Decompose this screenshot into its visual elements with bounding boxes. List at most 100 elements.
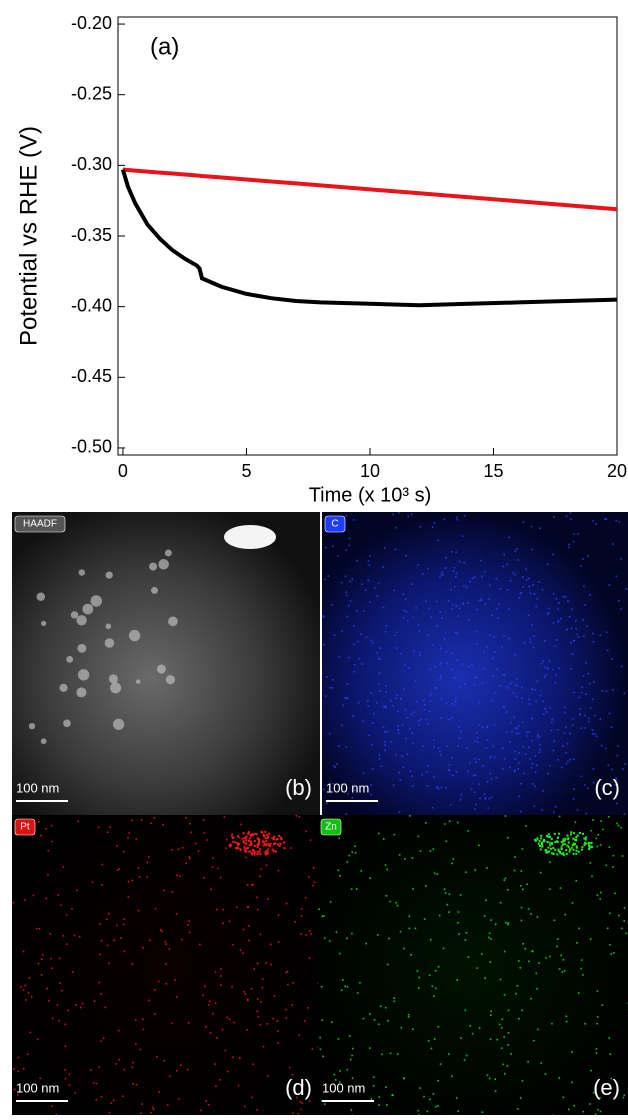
signal-dot	[618, 915, 620, 917]
signal-dot	[607, 927, 609, 929]
signal-dot	[412, 743, 414, 745]
signal-dot	[526, 883, 528, 885]
signal-dot	[33, 895, 35, 897]
signal-dot	[59, 982, 61, 984]
signal-dot	[578, 992, 580, 994]
signal-dot	[427, 723, 429, 725]
signal-dot	[399, 854, 401, 856]
signal-dot	[549, 660, 551, 662]
signal-dot	[278, 914, 280, 916]
signal-dot	[258, 843, 260, 845]
signal-dot	[178, 1098, 180, 1100]
signal-dot	[613, 952, 615, 954]
signal-dot	[507, 837, 509, 839]
signal-dot	[435, 970, 437, 972]
signal-dot	[589, 594, 591, 596]
signal-dot	[460, 799, 462, 801]
signal-dot	[588, 673, 590, 675]
signal-dot	[579, 697, 581, 699]
signal-dot	[620, 827, 622, 829]
signal-dot	[385, 691, 387, 693]
signal-dot	[540, 695, 542, 697]
signal-dot	[351, 851, 353, 853]
signal-dot	[593, 768, 595, 770]
signal-dot	[611, 726, 613, 728]
signal-dot	[537, 916, 539, 918]
signal-dot	[467, 771, 469, 773]
signal-dot	[124, 951, 126, 953]
signal-dot	[520, 811, 522, 813]
signal-dot	[522, 848, 524, 850]
signal-dot	[20, 986, 22, 988]
signal-dot	[254, 854, 256, 856]
signal-dot	[41, 958, 43, 960]
signal-dot	[590, 862, 592, 864]
signal-dot	[571, 1082, 573, 1084]
signal-dot	[527, 1061, 529, 1063]
signal-dot	[433, 1093, 435, 1095]
signal-dot	[420, 850, 422, 852]
signal-dot	[452, 774, 454, 776]
signal-dot	[154, 989, 156, 991]
signal-dot	[547, 564, 549, 566]
signal-dot	[149, 939, 151, 941]
signal-dot	[434, 873, 436, 875]
signal-dot	[497, 617, 499, 619]
signal-dot	[345, 697, 347, 699]
signal-dot	[621, 666, 623, 668]
signal-dot	[510, 1053, 512, 1055]
signal-dot	[132, 1062, 134, 1064]
signal-dot	[413, 711, 415, 713]
scale-label: 100 nm	[16, 1080, 59, 1095]
signal-dot	[189, 932, 191, 934]
signal-dot	[529, 731, 531, 733]
signal-dot	[331, 604, 333, 606]
particle	[29, 723, 35, 729]
signal-dot	[244, 846, 246, 848]
signal-dot	[547, 847, 549, 849]
signal-dot	[339, 838, 341, 840]
signal-dot	[471, 788, 473, 790]
signal-dot	[251, 884, 253, 886]
signal-dot	[562, 844, 564, 846]
signal-dot	[528, 908, 530, 910]
signal-dot	[516, 728, 518, 730]
signal-dot	[169, 1075, 171, 1077]
signal-dot	[345, 515, 347, 517]
signal-dot	[522, 576, 524, 578]
signal-dot	[519, 967, 521, 969]
signal-dot	[575, 821, 577, 823]
signal-dot	[422, 573, 424, 575]
signal-dot	[51, 1105, 53, 1107]
signal-dot	[474, 576, 476, 578]
signal-dot	[503, 1036, 505, 1038]
signal-dot	[602, 690, 604, 692]
signal-dot	[187, 1069, 189, 1071]
signal-dot	[601, 745, 603, 747]
signal-dot	[39, 928, 41, 930]
signal-dot	[369, 735, 371, 737]
signal-dot	[203, 877, 205, 879]
signal-dot	[370, 640, 372, 642]
signal-dot	[251, 1097, 253, 1099]
signal-dot	[248, 940, 250, 942]
signal-dot	[378, 583, 380, 585]
signal-dot	[209, 1001, 211, 1003]
signal-dot	[574, 843, 576, 845]
signal-dot	[477, 741, 479, 743]
signal-dot	[548, 833, 550, 835]
image-bg	[318, 815, 628, 1115]
signal-dot	[439, 679, 441, 681]
signal-dot	[119, 868, 121, 870]
signal-dot	[494, 724, 496, 726]
signal-dot	[547, 851, 549, 853]
signal-dot	[346, 813, 348, 815]
signal-dot	[456, 517, 458, 519]
signal-dot	[520, 593, 522, 595]
signal-dot	[397, 725, 399, 727]
signal-dot	[385, 705, 387, 707]
signal-dot	[378, 1096, 380, 1098]
signal-dot	[273, 850, 275, 852]
signal-dot	[195, 843, 197, 845]
signal-dot	[30, 1032, 32, 1034]
